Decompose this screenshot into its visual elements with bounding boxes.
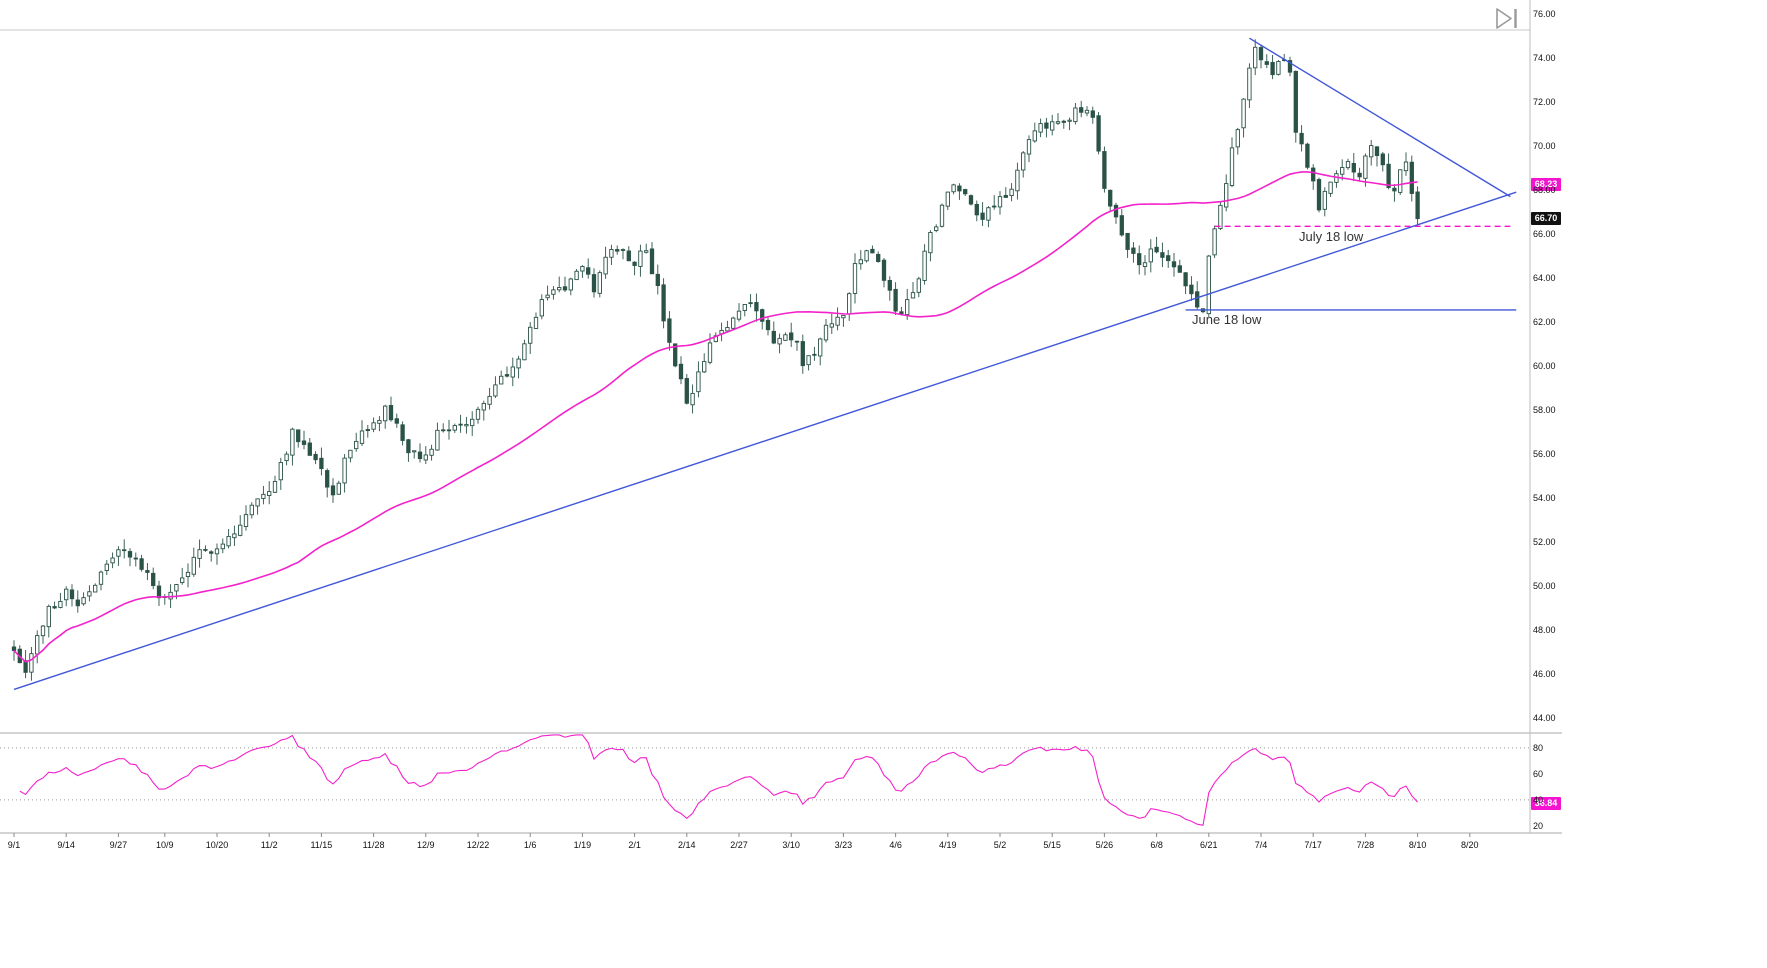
price-axis-label: 68.00 [1533,185,1556,195]
price-axis-label: 48.00 [1533,625,1556,635]
june-18-low-label: June 18 low [1192,312,1262,327]
oscillator-line [19,734,1419,826]
price-axis-label: 56.00 [1533,449,1556,459]
price-axis-label: 46.00 [1533,669,1556,679]
time-axis-label: 3/10 [782,840,800,850]
ma-value-badge: 68.23 [1531,177,1561,191]
time-axis-label: 8/10 [1408,840,1427,850]
candles-layer [11,39,1420,681]
time-axis-label: 2/1 [628,840,641,850]
price-axis-label: 54.00 [1533,493,1556,503]
time-axis-label: 9/14 [57,840,75,850]
price-axis-label: 76.00 [1533,9,1556,19]
oscillator-axis-label: 80 [1533,742,1544,753]
time-axis-label: 9/1 [7,840,21,850]
price-axis-label: 52.00 [1533,537,1556,547]
oscillator-axis-label: 60 [1533,768,1544,779]
current-price-badge: 66.70 [1531,211,1561,225]
price-axis-label: 60.00 [1533,361,1556,371]
july-18-low-label: July 18 low [1299,229,1364,244]
moving-average-line [13,171,1418,663]
time-axis-label: 11/28 [362,840,385,850]
time-axis-label: 2/14 [678,840,696,850]
price-axis-label: 70.00 [1533,141,1556,151]
time-axis-label: 7/17 [1304,840,1322,850]
time-axis-label: 7/4 [1254,840,1268,850]
price-axis-label: 62.00 [1533,317,1556,327]
time-axis-label: 12/9 [417,840,435,850]
time-axis-label: 10/20 [205,840,229,850]
time-axis-label: 10/9 [156,840,174,850]
time-axis-label: 12/22 [466,840,490,850]
descending-resistance [1249,37,1511,198]
oscillator-axis-label: 20 [1533,820,1544,831]
time-axis-label: 1/6 [523,840,537,850]
time-axis-label: 11/2 [260,840,278,850]
price-axis-label: 74.00 [1533,53,1556,63]
time-axis-label: 5/2 [993,840,1007,850]
time-axis-label: 3/23 [834,840,853,850]
time-axis-label: 9/27 [109,840,128,850]
time-axis-label: 5/26 [1095,840,1114,850]
time-axis-label: 6/8 [1150,840,1163,850]
time-axis-label: 4/6 [889,840,902,850]
price-axis-label: 64.00 [1533,273,1556,283]
time-axis-label: 11/15 [310,840,333,850]
step-forward-icon[interactable] [1494,6,1524,34]
time-axis-label: 1/19 [573,840,592,850]
price-axis-label: 44.00 [1533,713,1556,723]
ascending-support [13,191,1517,691]
time-axis-label: 8/20 [1461,840,1479,850]
play-triangle [1496,8,1512,29]
oscillator-value-badge: 36.84 [1531,796,1561,810]
price-axis-label: 50.00 [1533,581,1556,591]
price-axis-label: 66.00 [1533,229,1556,239]
time-axis-label: 4/19 [939,840,957,850]
time-axis-label: 6/21 [1200,840,1218,850]
time-axis-label: 2/27 [730,840,748,850]
oscillator-axis-label: 40 [1533,794,1544,805]
time-axis-label: 5/15 [1043,840,1061,850]
price-axis-label: 72.00 [1533,97,1556,107]
time-axis-label: 7/28 [1356,840,1375,850]
price-axis-label: 58.00 [1533,405,1556,415]
